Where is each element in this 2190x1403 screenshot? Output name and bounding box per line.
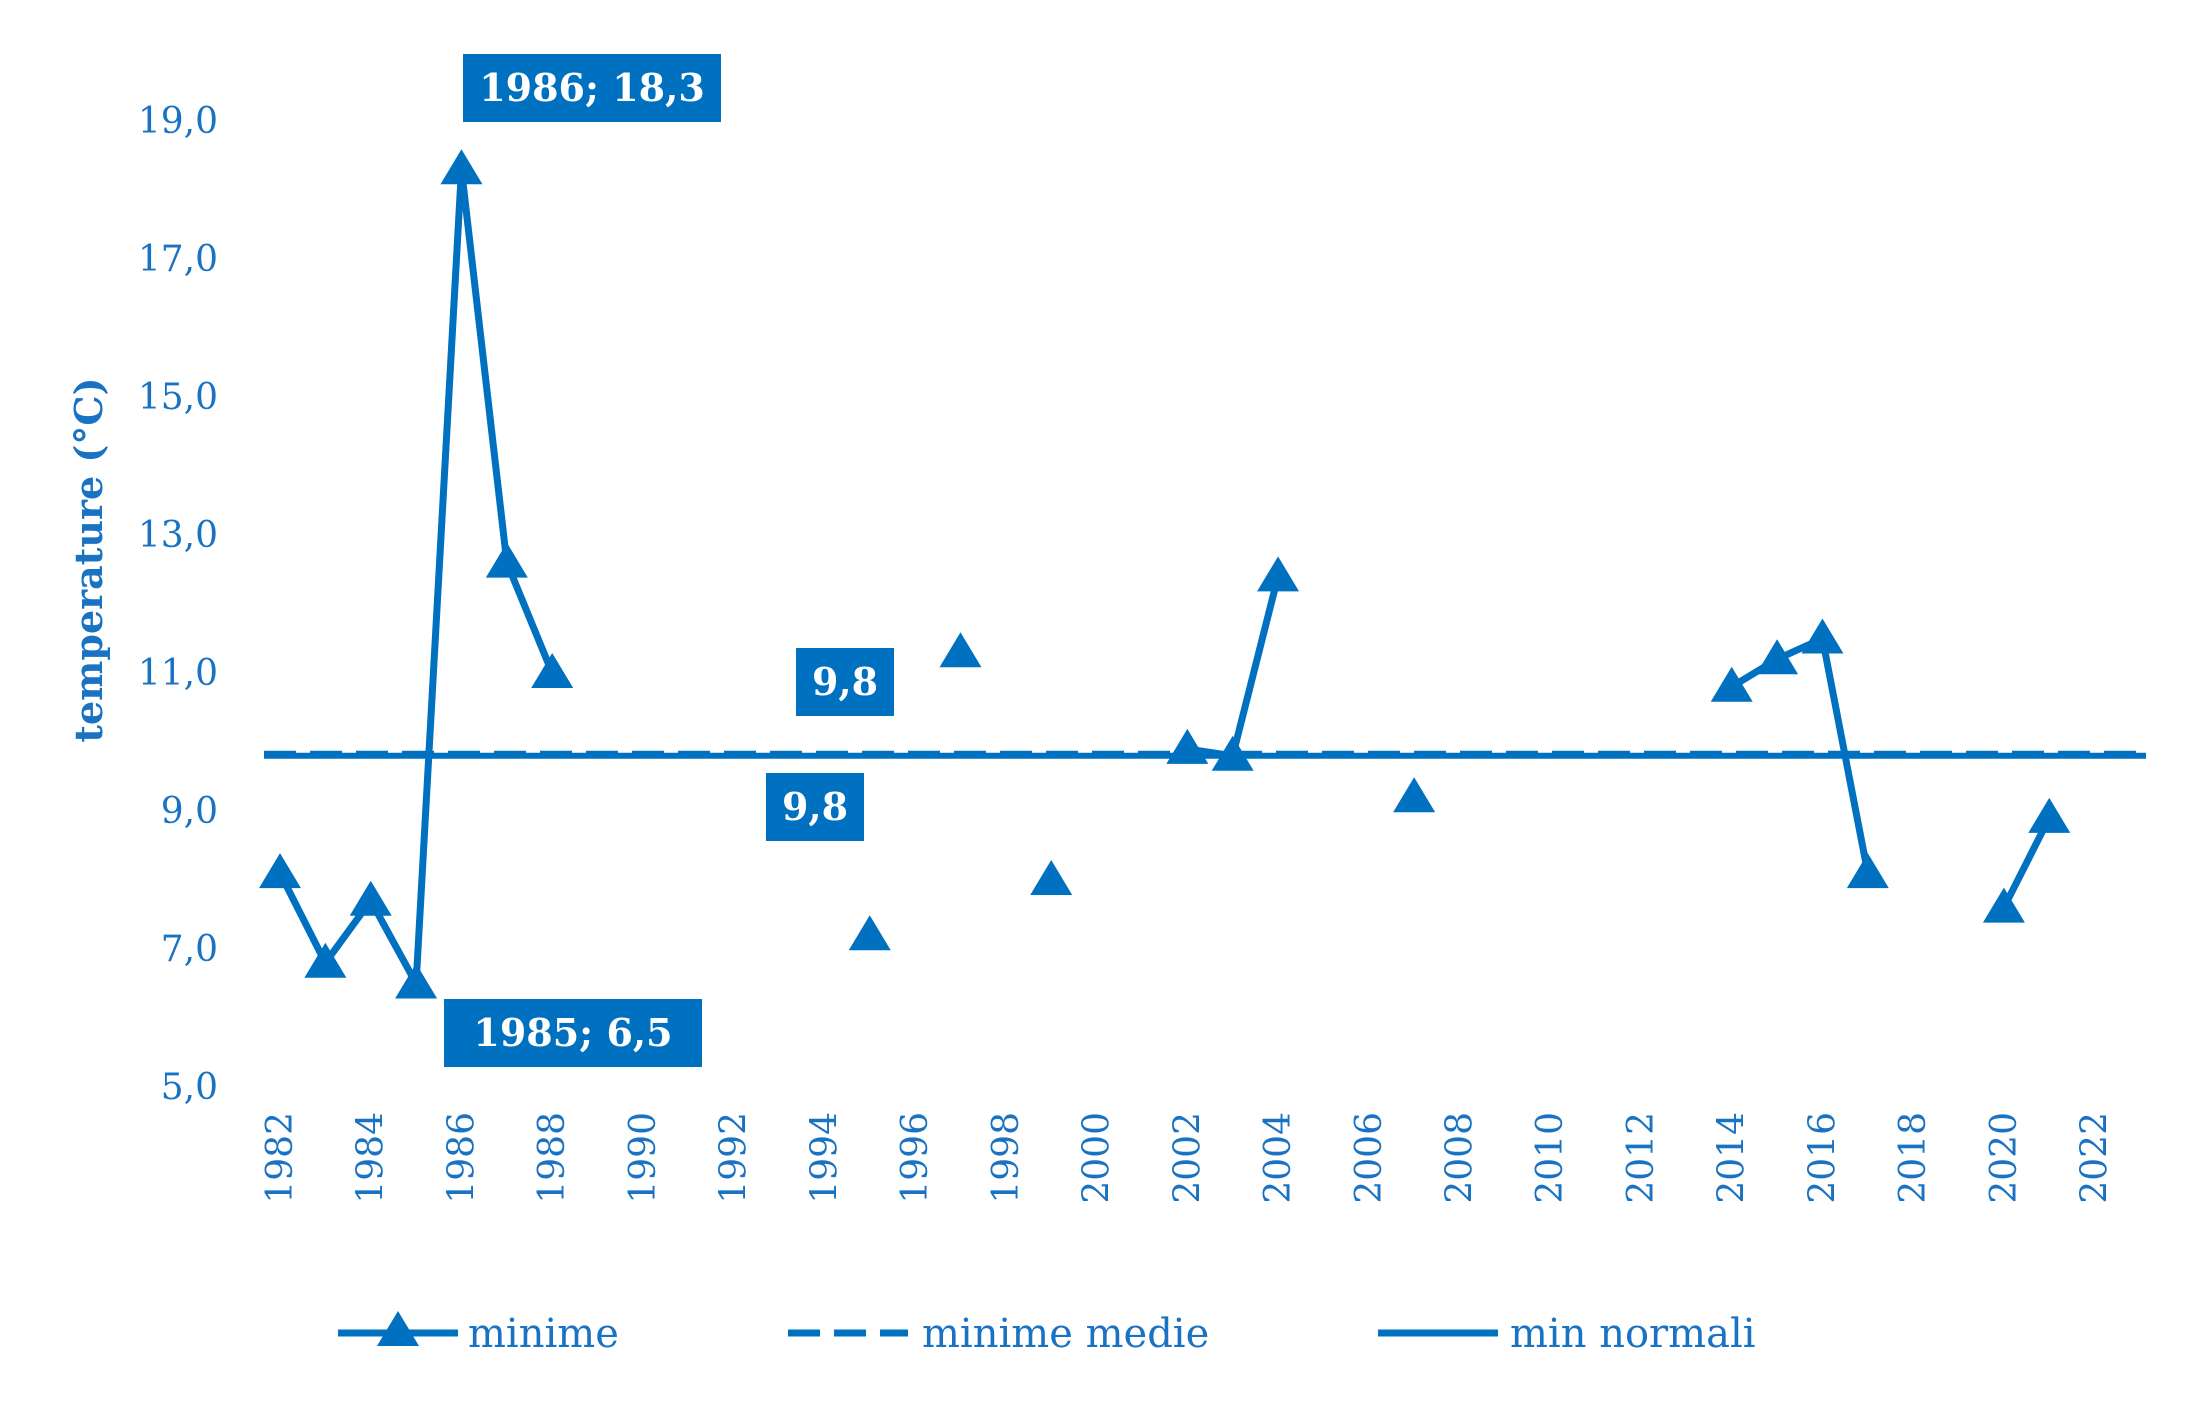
minime-point (259, 853, 301, 889)
annotation-box (796, 648, 894, 716)
minime-point (1257, 556, 1300, 592)
minime-point (1211, 735, 1254, 771)
annotation-label: 9,8 (812, 659, 878, 704)
x-tick-label: 1984 (351, 1112, 392, 1204)
annotation-box (463, 54, 721, 122)
legend: minime minime medie min normali (338, 1311, 1756, 1357)
x-tick-label: 2008 (1440, 1112, 1481, 1204)
minime-point (304, 942, 347, 978)
minime-point (349, 880, 392, 916)
x-tick-label: 1992 (714, 1112, 755, 1204)
y-axis-ticks: 5,0 7,0 9,0 11,0 13,0 15,0 17,0 19,0 (138, 101, 218, 1108)
minime-point (485, 542, 528, 578)
x-tick-label: 1998 (986, 1112, 1027, 1204)
x-tick-label: 1988 (532, 1112, 573, 1204)
y-tick-label: 13,0 (138, 515, 218, 556)
legend-min-normali-label: min normali (1510, 1311, 1756, 1357)
minime-point (1801, 618, 1844, 654)
minime-point (1982, 887, 2025, 923)
x-tick-label: 2018 (1893, 1112, 1934, 1204)
x-tick-label: 2014 (1712, 1112, 1753, 1204)
x-tick-label: 2016 (1802, 1112, 1843, 1204)
minime-point (1710, 666, 1753, 702)
x-tick-label: 1996 (895, 1112, 936, 1204)
x-tick-label: 2004 (1258, 1112, 1299, 1204)
minime-segment (1229, 572, 1282, 760)
minime-segment (457, 165, 511, 567)
minime-point (848, 915, 891, 951)
minime-point (531, 653, 574, 688)
x-axis-ticks: 1982 1984 1986 1988 1990 1992 1994 1996 1998 2000… (260, 1112, 2116, 1204)
x-tick-label: 1990 (623, 1112, 664, 1204)
x-tick-label: 2022 (2075, 1112, 2116, 1204)
minime-point (1166, 728, 1209, 764)
y-tick-label: 17,0 (138, 239, 218, 280)
minime-point (1846, 853, 1889, 889)
y-tick-label: 5,0 (161, 1067, 218, 1108)
annotation-label: 9,8 (782, 784, 848, 829)
minime-segment (412, 165, 465, 987)
x-tick-label: 2006 (1349, 1112, 1390, 1204)
y-tick-label: 15,0 (138, 377, 218, 418)
x-tick-label: 2012 (1621, 1112, 1662, 1204)
minime-point (939, 632, 982, 668)
x-tick-label: 2000 (1077, 1112, 1118, 1204)
x-tick-label: 2002 (1167, 1112, 1208, 1204)
annotation-label: 1985; 6,5 (473, 1010, 672, 1055)
minime-point (1030, 860, 1073, 895)
y-tick-label: 11,0 (138, 653, 218, 694)
y-axis-label: temperature (°C) (66, 377, 111, 742)
y-tick-label: 9,0 (161, 791, 218, 832)
minime-point (1756, 639, 1799, 675)
legend-minime-marker (377, 1311, 419, 1346)
legend-minime-medie-label: minime medie (922, 1311, 1209, 1357)
annotation-box (444, 999, 702, 1067)
y-tick-label: 7,0 (161, 929, 218, 970)
minime-point (1393, 777, 1436, 813)
x-tick-label: 2010 (1530, 1112, 1571, 1204)
minime-point (440, 149, 483, 185)
minime-segment (503, 559, 556, 677)
y-tick-label: 19,0 (138, 101, 218, 142)
x-tick-label: 2020 (1984, 1112, 2025, 1204)
annotations: 1986; 18,3 1985; 6,5 9,8 9,8 (444, 54, 894, 1067)
x-tick-label: 1986 (441, 1112, 482, 1204)
x-tick-label: 1994 (804, 1112, 845, 1204)
x-tick-label: 1982 (260, 1112, 301, 1204)
series-minime-markers (259, 149, 2071, 999)
legend-minime-label: minime (468, 1311, 619, 1357)
minime-point (395, 963, 438, 999)
series-minime-lines (276, 165, 2053, 987)
minime-point (2028, 797, 2071, 833)
minime-segment (1818, 635, 1872, 877)
annotation-box (766, 773, 864, 841)
annotation-label: 1986; 18,3 (479, 65, 705, 110)
